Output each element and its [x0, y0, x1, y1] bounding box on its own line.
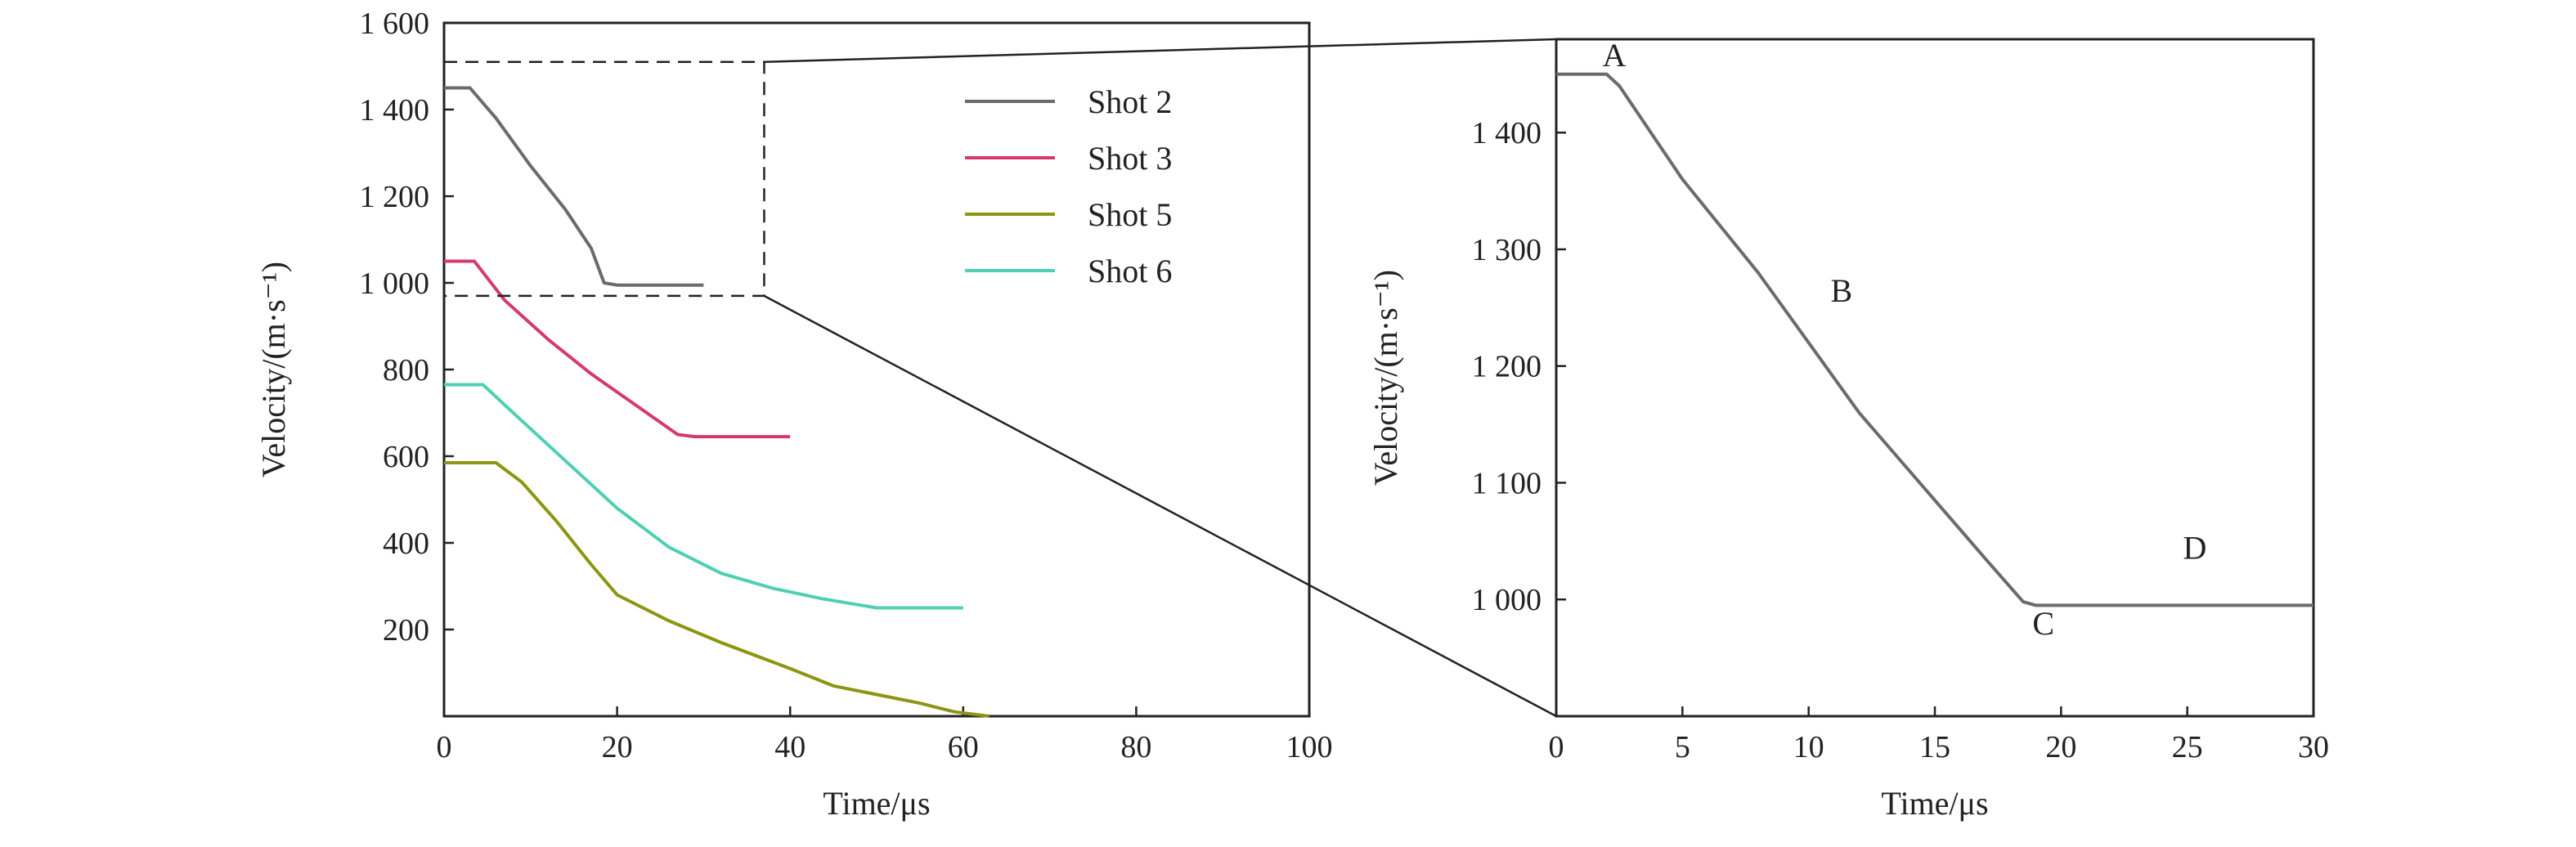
x-tick-label: 15: [1919, 730, 1950, 764]
zoom-region-box: [442, 60, 765, 298]
y-tick-label: 1 600: [360, 7, 430, 41]
zoom-connector-top: [764, 38, 1557, 63]
zoomed-velocity-chart: 0 5 10 15 20 25 30 1 000 1 100 1 200 1 300 1 400 Tim…: [1367, 37, 2329, 822]
y-tick-label: 600: [383, 440, 429, 474]
x-tick-label: 5: [1675, 730, 1690, 764]
series-line-0: [1556, 72, 2313, 607]
legend-entry-label: Shot 6: [1088, 253, 1172, 289]
x-tick-label: 25: [2172, 730, 2203, 764]
x-tick-label: 0: [437, 730, 452, 764]
y-tick-label: 1 100: [1472, 466, 1542, 500]
point-label-c: C: [2032, 605, 2054, 642]
x-tick-label: 10: [1793, 730, 1824, 764]
series-line-shot-2: [444, 86, 704, 287]
x-tick-label: 30: [2298, 730, 2329, 764]
series-line-shot-5: [444, 461, 990, 718]
y-tick-label: 1 000: [1472, 583, 1542, 617]
legend: Shot 2 Shot 3 Shot 5 Shot 6: [965, 83, 1172, 289]
plot-frame: [1555, 38, 2315, 718]
y-axis-title: Velocity/(m·s⁻¹): [1367, 270, 1404, 486]
x-tick-label: 100: [1286, 730, 1333, 764]
legend-entry-label: Shot 2: [1088, 83, 1172, 120]
x-axis-title: Time/μs: [823, 785, 930, 822]
zoom-connector-lines: [763, 38, 1557, 718]
y-tick-label: 1 200: [360, 180, 430, 214]
x-tick-label: 40: [774, 730, 806, 764]
main-velocity-chart: 0 20 40 60 80 100 200 400 600 800 1 000 1 200 1 400 1…: [255, 7, 1333, 822]
point-label-d: D: [2183, 529, 2206, 566]
y-tick-label: 1 300: [1472, 233, 1542, 267]
series-line-shot-6: [444, 383, 963, 610]
x-tick-label: 60: [948, 730, 979, 764]
x-tick-label: 80: [1120, 730, 1151, 764]
legend-entry-label: Shot 3: [1088, 140, 1172, 177]
x-tick-label: 0: [1549, 730, 1564, 764]
y-tick-label: 1 200: [1472, 350, 1542, 384]
y-tick-label: 200: [383, 613, 429, 648]
plot-frame: [442, 21, 1311, 718]
zoom-connector-bottom: [763, 294, 1557, 718]
series-line-shot-3: [444, 259, 791, 439]
x-tick-label: 20: [2045, 730, 2076, 764]
y-tick-label: 1 400: [1472, 116, 1542, 150]
point-label-b: B: [1830, 272, 1852, 309]
x-axis-title: Time/μs: [1881, 785, 1988, 822]
point-label-a: A: [1603, 37, 1627, 74]
y-axis-title: Velocity/(m·s⁻¹): [255, 262, 292, 477]
legend-entry-label: Shot 5: [1088, 196, 1172, 233]
y-tick-label: 1 400: [360, 93, 430, 128]
x-tick-label: 20: [602, 730, 633, 764]
y-tick-label: 1 000: [360, 267, 430, 301]
y-tick-label: 800: [383, 353, 429, 388]
y-tick-label: 400: [383, 527, 429, 561]
